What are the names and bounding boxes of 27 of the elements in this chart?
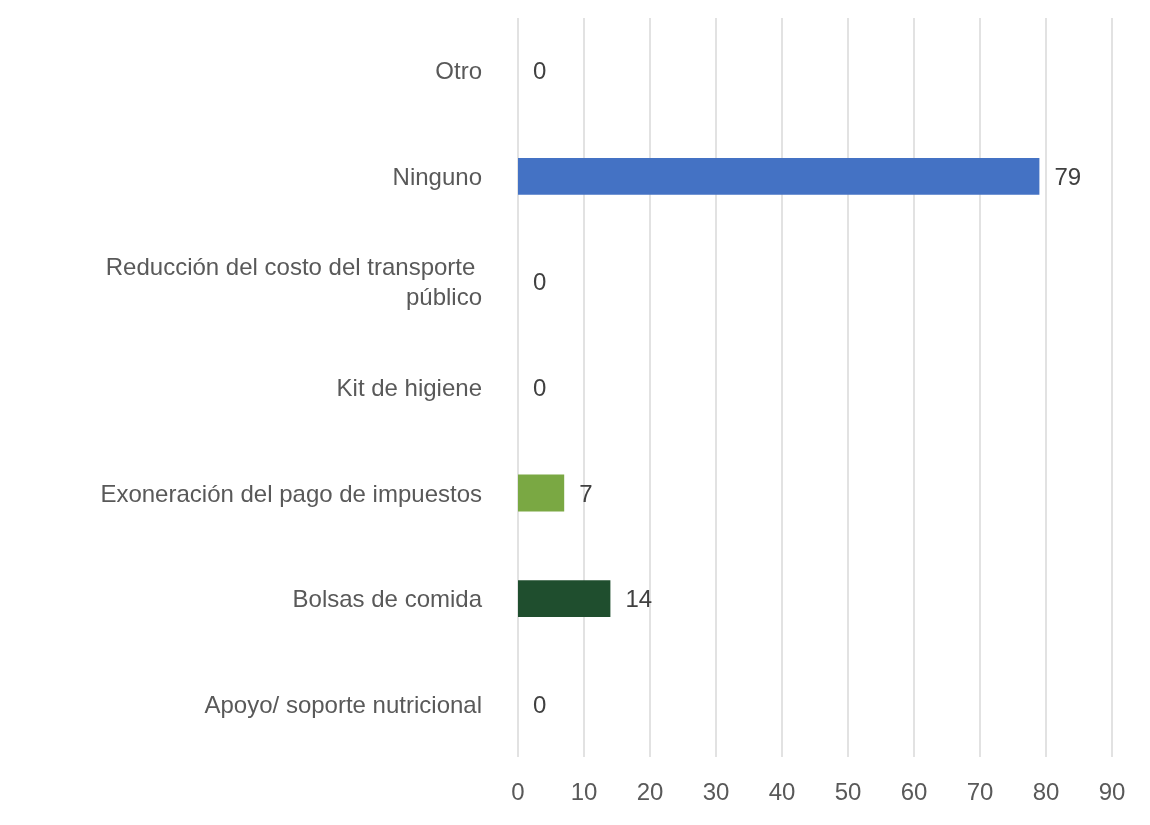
bar <box>518 157 1040 195</box>
data-label: 14 <box>625 585 653 613</box>
y-tick-label: Apoyo/ soporte nutricional <box>204 690 482 718</box>
data-label: 0 <box>533 374 547 401</box>
x-tick-label: 60 <box>900 777 928 805</box>
y-tick-label: Reducción del costo del transporte público <box>105 253 482 311</box>
y-tick-label: Ninguno <box>392 162 482 190</box>
x-tick-label: 50 <box>834 777 862 805</box>
y-tick-label: Kit de higiene <box>336 374 482 401</box>
x-tick-label: 80 <box>1032 777 1060 805</box>
x-tick-label: 20 <box>636 777 664 805</box>
y-tick-label: Bolsas de comida <box>292 585 483 613</box>
x-tick-label: 10 <box>570 777 598 805</box>
y-tick-label: Exoneración del pago de impuestos <box>100 479 482 507</box>
data-label: 0 <box>533 57 547 85</box>
x-tick-label: 30 <box>702 777 730 805</box>
x-tick-label: 70 <box>966 777 994 805</box>
data-label: 0 <box>533 690 547 718</box>
x-tick-label: 0 <box>511 777 525 805</box>
data-label: 0 <box>533 268 547 296</box>
bar <box>518 580 611 618</box>
data-label: 79 <box>1054 162 1082 190</box>
data-label: 7 <box>579 479 593 507</box>
y-tick-label: Otro <box>435 57 482 85</box>
x-tick-label: 90 <box>1098 777 1126 805</box>
x-tick-label: 40 <box>768 777 796 805</box>
bar <box>518 474 565 512</box>
